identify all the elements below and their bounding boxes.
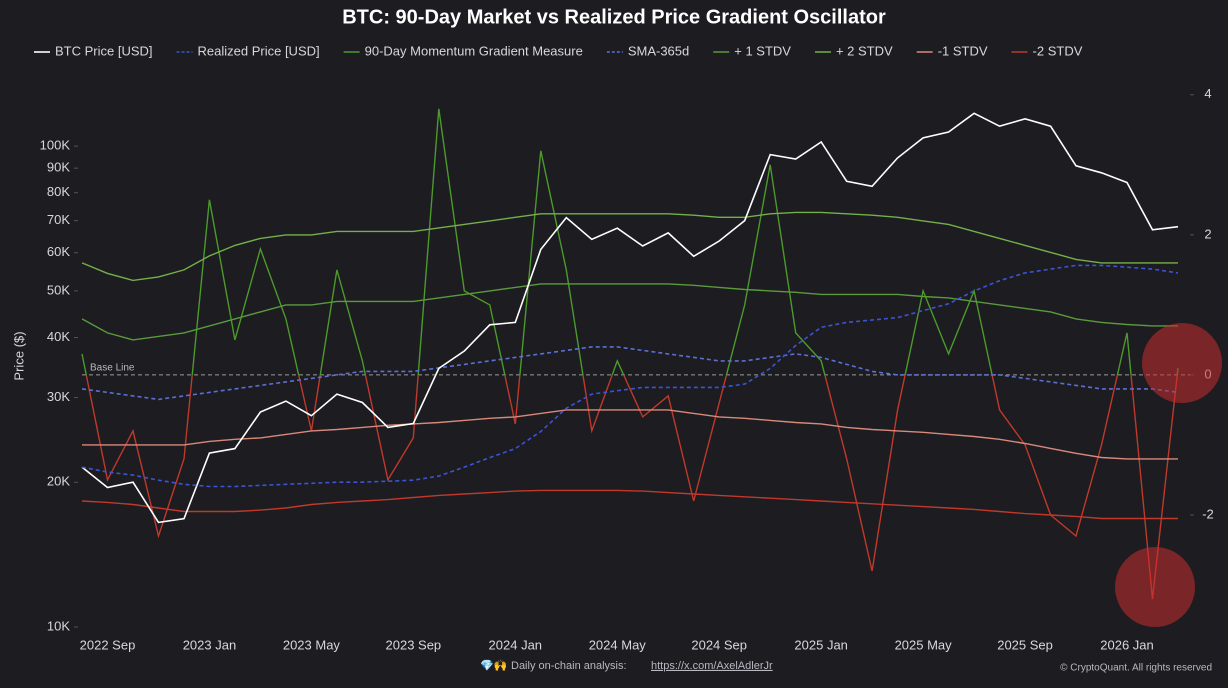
series-line — [81, 264, 1179, 488]
y-tick-label: 10K — [47, 618, 70, 633]
highlight-circle — [1142, 323, 1222, 403]
y-tick-label: 20K — [47, 474, 70, 489]
series-line — [81, 112, 1179, 524]
y-tick-label: 70K — [47, 212, 70, 227]
series-line — [82, 409, 1178, 460]
x-tick-label: 2025 May — [895, 637, 953, 652]
series-line — [81, 489, 1178, 520]
x-tick-label: 2024 Sep — [691, 637, 747, 652]
base-line-label: Base Line — [90, 363, 135, 374]
x-tick-label: 2023 May — [283, 637, 341, 652]
x-tick-label: 2024 Jan — [489, 637, 543, 652]
legend-label: -1 STDV — [938, 43, 988, 58]
series-line — [81, 283, 1178, 341]
y2-tick-label: 2 — [1204, 226, 1211, 241]
highlight-circle — [1115, 547, 1195, 627]
x-tick-label: 2023 Jan — [183, 637, 237, 652]
series-line — [81, 211, 1178, 282]
y-tick-label: 90K — [47, 160, 70, 175]
footer-text: Daily on-chain analysis: — [511, 660, 627, 672]
y2-tick-label: -2 — [1202, 506, 1214, 521]
y-tick-label: 30K — [47, 389, 70, 404]
legend-label: Realized Price [USD] — [198, 43, 320, 58]
chart-title: BTC: 90-Day Market vs Realized Price Gra… — [342, 6, 886, 28]
y-axis-label: Price ($) — [11, 331, 26, 380]
y-tick-label: 40K — [47, 329, 70, 344]
legend-label: + 2 STDV — [836, 43, 893, 58]
legend-label: 90-Day Momentum Gradient Measure — [365, 43, 583, 58]
series-line-positive — [81, 108, 1179, 375]
legend-label: SMA-365d — [628, 43, 689, 58]
y-tick-label: 60K — [47, 244, 70, 259]
x-tick-label: 2025 Jan — [794, 637, 848, 652]
y-tick-label: 80K — [47, 184, 70, 199]
copyright: © CryptoQuant. All rights reserved — [1060, 663, 1212, 674]
legend-label: BTC Price [USD] — [55, 43, 153, 58]
series-line-negative — [85, 375, 1178, 600]
y2-tick-label: 4 — [1204, 86, 1211, 101]
x-tick-label: 2022 Sep — [80, 637, 136, 652]
legend-label: -2 STDV — [1033, 43, 1083, 58]
footer-emoji: 💎🙌 — [480, 659, 507, 672]
legend-label: + 1 STDV — [734, 43, 791, 58]
x-tick-label: 2026 Jan — [1100, 637, 1154, 652]
x-tick-label: 2023 Sep — [386, 637, 442, 652]
x-tick-label: 2025 Sep — [997, 637, 1053, 652]
x-tick-label: 2024 May — [589, 637, 647, 652]
footer-link[interactable]: https://x.com/AxelAdlerJr — [651, 660, 773, 672]
plot-area: 10K20K30K40K50K60K70K80K90K100K-20242022… — [40, 86, 1214, 652]
series-line — [81, 346, 1179, 401]
y-tick-label: 50K — [47, 282, 70, 297]
y-tick-label: 100K — [40, 138, 71, 153]
